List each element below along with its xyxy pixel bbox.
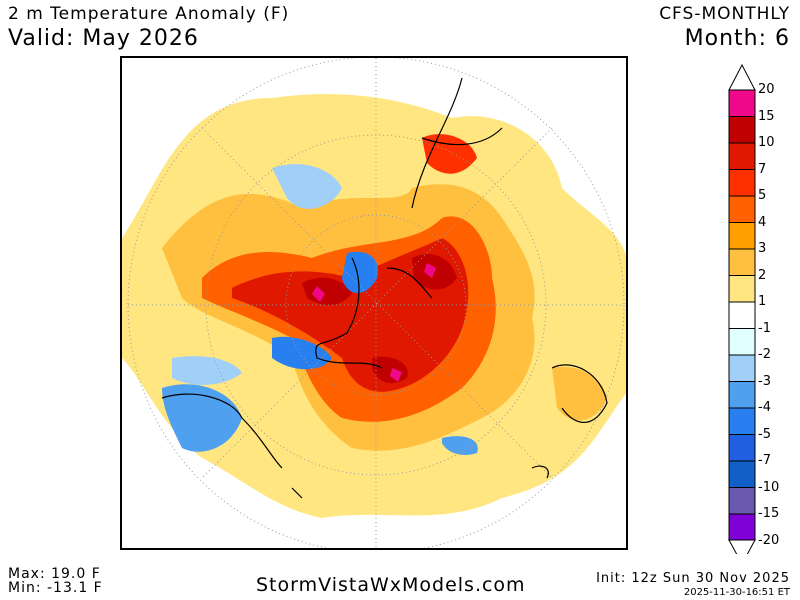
init-time: Init: 12z Sun 30 Nov 2025 (596, 571, 790, 586)
colorbar-label: 2 (758, 267, 767, 283)
map-title: 2 m Temperature Anomaly (F) (8, 4, 290, 24)
colorbar-swatch (728, 354, 756, 382)
colorbar-swatch (728, 142, 756, 170)
colorbar-swatch (728, 381, 756, 409)
colorbar-swatch (728, 195, 756, 223)
colorbar-label: 20 (758, 82, 775, 97)
colorbar-label: 15 (758, 108, 775, 124)
colorbar-swatch (728, 460, 756, 488)
max-value: Max: 19.0 F (8, 566, 101, 582)
colorbar-swatch (728, 434, 756, 462)
colorbar-swatch (728, 301, 756, 329)
colorbar-label: 3 (758, 241, 767, 256)
longitude-lines (128, 58, 624, 548)
colorbar-swatch (728, 328, 756, 356)
latitude-circle (285, 214, 467, 396)
colorbar-label: -20 (758, 532, 780, 548)
anomaly-fill (122, 94, 626, 518)
colorbar-swatch (728, 222, 756, 250)
colorbar-label: 10 (758, 135, 775, 150)
forecast-month: Month: 6 (684, 26, 790, 51)
temperature-anomaly-map (120, 56, 628, 550)
colorbar-swatch (728, 275, 756, 303)
colorbar-label: -5 (758, 426, 771, 442)
colorbar-swatch (728, 513, 756, 541)
colorbar-label: -15 (758, 506, 780, 521)
colorbar-swatch (728, 487, 756, 515)
colorbar-label: -2 (758, 347, 771, 362)
min-value: Min: -13.1 F (8, 580, 103, 596)
site-watermark: StormVistaWxModels.com (256, 574, 526, 596)
colorbar-swatch (728, 248, 756, 276)
model-name: CFS-MONTHLY (659, 4, 790, 24)
colorbar (728, 64, 756, 554)
colorbar-label: -4 (758, 400, 771, 415)
colorbar-swatch (728, 169, 756, 197)
coastlines (161, 77, 608, 499)
generated-timestamp: 2025-11-30-16:51 ET (683, 587, 790, 598)
colorbar-label: 5 (758, 188, 767, 203)
colorbar-label: -1 (758, 320, 771, 336)
colorbar-label: -3 (758, 373, 771, 389)
colorbar-label: -10 (758, 479, 780, 495)
valid-date: Valid: May 2026 (8, 26, 199, 51)
colorbar-max-arrow (728, 64, 756, 91)
colorbar-label: 7 (758, 161, 767, 177)
colorbar-swatch (728, 89, 756, 117)
colorbar-swatch (728, 407, 756, 435)
colorbar-label: -7 (758, 453, 771, 468)
colorbar-label: 1 (758, 294, 767, 309)
colorbar-min-arrow (728, 539, 756, 554)
colorbar-swatch (728, 116, 756, 144)
colorbar-label: 4 (758, 214, 767, 230)
